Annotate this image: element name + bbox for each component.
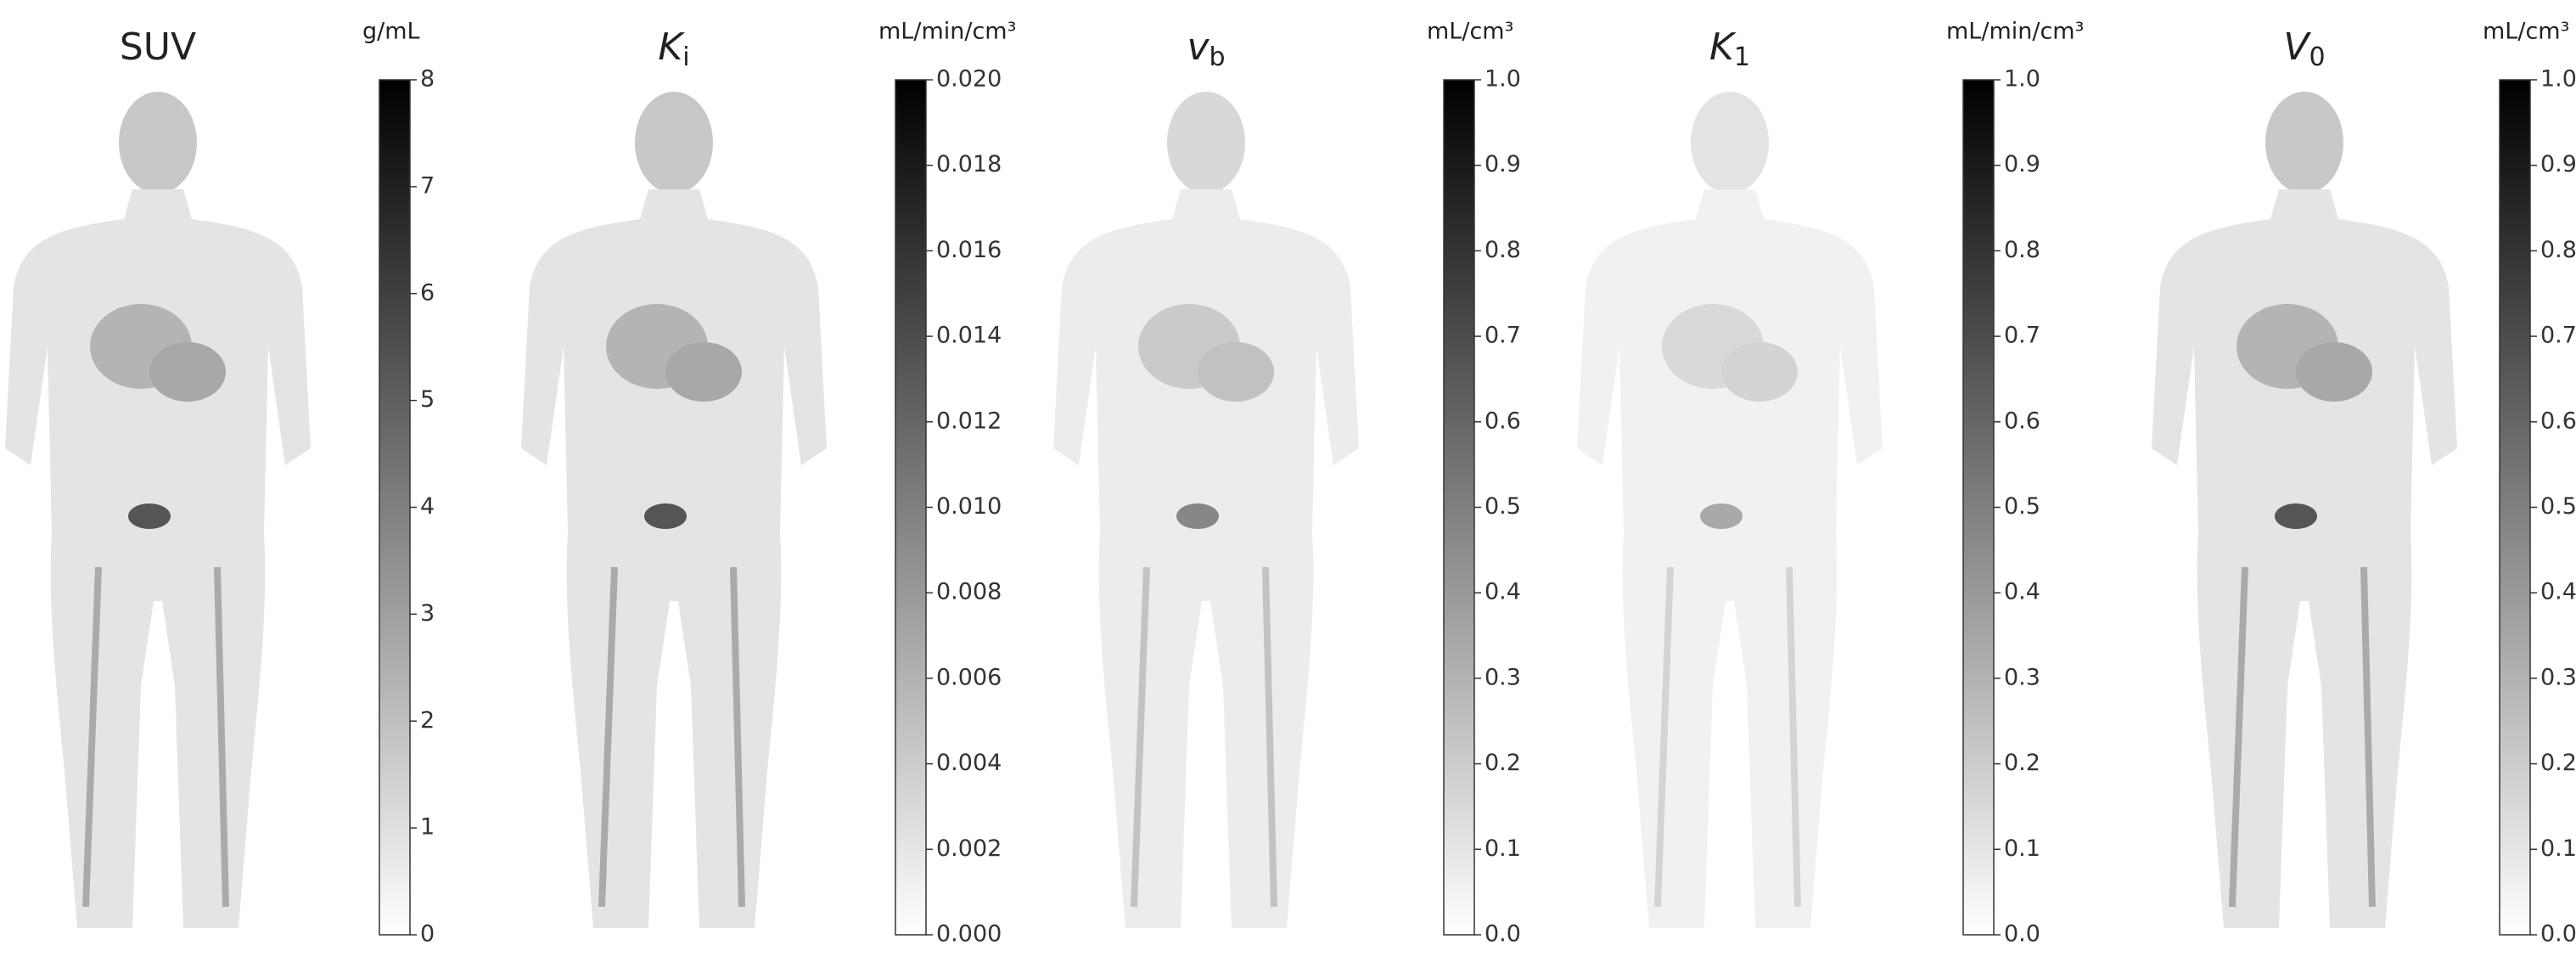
tick-label: 0.016 bbox=[936, 237, 1002, 263]
colorbar bbox=[1443, 79, 1475, 936]
colorbar bbox=[379, 79, 411, 936]
panel-title: Ki bbox=[658, 25, 689, 72]
panel-title: SUV bbox=[120, 25, 196, 69]
tick-label: 0.9 bbox=[2540, 151, 2576, 177]
tick-label: 0 bbox=[420, 921, 435, 948]
tick-label: 0.1 bbox=[1484, 835, 1521, 862]
colorbar-unit: mL/min/cm³ bbox=[1946, 19, 2084, 45]
tick-label: 0.7 bbox=[2004, 323, 2040, 349]
tick-label: 0.6 bbox=[1484, 408, 1521, 434]
colorbar bbox=[895, 79, 927, 936]
colorbar-unit: mL/cm³ bbox=[2483, 19, 2569, 45]
tick-label: 0.012 bbox=[936, 408, 1002, 434]
panel-title: vb bbox=[1187, 25, 1225, 72]
title-subscript: b bbox=[1209, 42, 1226, 72]
tick-label: 0.7 bbox=[2540, 323, 2576, 349]
tick-label: 0.002 bbox=[936, 835, 1002, 862]
tick-label: 0.1 bbox=[2540, 835, 2576, 862]
tick-label: 0.3 bbox=[2004, 664, 2040, 690]
tick-label: 0.018 bbox=[936, 151, 1002, 177]
title-main: V bbox=[2283, 25, 2311, 69]
tick-label: 0.2 bbox=[1484, 750, 1521, 776]
colorbar bbox=[2499, 79, 2531, 936]
tick-label: 0.006 bbox=[936, 664, 1002, 690]
tick-label: 1.0 bbox=[2004, 66, 2040, 93]
colorbar-unit: mL/cm³ bbox=[1427, 19, 1513, 45]
tick-label: 8 bbox=[420, 66, 435, 93]
tick-label: 0.8 bbox=[1484, 237, 1521, 263]
tick-label: 5 bbox=[420, 386, 435, 413]
colorbar bbox=[1962, 79, 1995, 936]
tick-label: 0.4 bbox=[2004, 579, 2040, 605]
tick-label: 0.000 bbox=[936, 921, 1002, 948]
body-image bbox=[5, 92, 311, 928]
tick-label: 2 bbox=[420, 707, 435, 734]
tick-label: 0.8 bbox=[2540, 237, 2576, 263]
tick-label: 0.4 bbox=[1484, 579, 1521, 605]
tick-label: 0.0 bbox=[2540, 921, 2576, 948]
tick-label: 0.014 bbox=[936, 323, 1002, 349]
title-main: K bbox=[658, 25, 685, 69]
tick-label: 0.5 bbox=[2540, 493, 2576, 520]
tick-label: 0.7 bbox=[1484, 323, 1521, 349]
title-subscript: i bbox=[682, 42, 689, 72]
tick-label: 0.010 bbox=[936, 493, 1002, 520]
body-image bbox=[2152, 92, 2457, 928]
title-main: SUV bbox=[120, 25, 196, 69]
panel-title: V0 bbox=[2283, 25, 2325, 72]
tick-label: 0.9 bbox=[2004, 151, 2040, 177]
tick-label: 1.0 bbox=[1484, 66, 1521, 93]
tick-label: 0.3 bbox=[2540, 664, 2576, 690]
tick-label: 0.5 bbox=[2004, 493, 2040, 520]
tick-label: 0.0 bbox=[2004, 921, 2040, 948]
title-main: K bbox=[1709, 25, 1737, 69]
panel-title: K1 bbox=[1709, 25, 1750, 72]
tick-label: 1.0 bbox=[2540, 66, 2576, 93]
body-image bbox=[521, 92, 827, 928]
tick-label: 1 bbox=[420, 814, 435, 841]
tick-label: 0.2 bbox=[2540, 750, 2576, 776]
tick-label: 0.020 bbox=[936, 66, 1002, 93]
body-image bbox=[1577, 92, 1883, 928]
colorbar-unit: g/mL bbox=[362, 19, 420, 45]
tick-label: 7 bbox=[420, 172, 435, 199]
title-subscript: 0 bbox=[2309, 42, 2326, 72]
tick-label: 6 bbox=[420, 279, 435, 306]
colorbar-unit: mL/min/cm³ bbox=[878, 19, 1016, 45]
tick-label: 0.6 bbox=[2540, 408, 2576, 434]
tick-label: 0.3 bbox=[1484, 664, 1521, 690]
tick-label: 4 bbox=[420, 493, 435, 520]
tick-label: 0.6 bbox=[2004, 408, 2040, 434]
title-subscript: 1 bbox=[1734, 42, 1750, 72]
tick-label: 3 bbox=[420, 600, 435, 627]
body-image bbox=[1053, 92, 1359, 928]
tick-label: 0.2 bbox=[2004, 750, 2040, 776]
title-main: v bbox=[1187, 25, 1209, 69]
tick-label: 0.004 bbox=[936, 750, 1002, 776]
tick-label: 0.0 bbox=[1484, 921, 1521, 948]
tick-label: 0.1 bbox=[2004, 835, 2040, 862]
tick-label: 0.4 bbox=[2540, 579, 2576, 605]
tick-label: 0.9 bbox=[1484, 151, 1521, 177]
tick-label: 0.008 bbox=[936, 579, 1002, 605]
tick-label: 0.8 bbox=[2004, 237, 2040, 263]
tick-label: 0.5 bbox=[1484, 493, 1521, 520]
